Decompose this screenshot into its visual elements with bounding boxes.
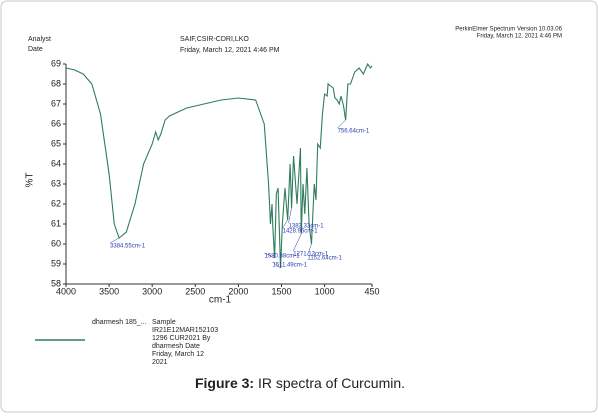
annotation-leader [307,243,312,256]
caption: Figure 3: IR spectra of Curcumin. [195,375,405,391]
annotation-leader [264,252,275,259]
legend-label: dharmesh 185_... [92,319,147,326]
annotation-leader [337,119,346,129]
x-tick-label: 450 [364,286,379,296]
caption-text: IR spectra of Curcumin. [258,375,405,391]
annotation: 1511.49cm-1 [273,263,308,269]
annotation-leader [282,219,288,229]
analyst: Analyst [28,36,51,43]
y-tick-label: 69 [51,58,61,68]
lab-date: Friday, March 12, 2021 4:46 PM [180,47,280,54]
y-tick-label: 60 [51,238,61,248]
x-tick-label: 3500 [99,286,119,296]
lab: SAIF,CSIR-CDRI,LKO [180,36,249,43]
y-tick-label: 58 [51,278,61,288]
caption-label: Figure 3: [195,375,254,391]
sample-info: 2021 [152,359,168,366]
y-tick-label: 67 [51,98,61,108]
x-tick-label: 2000 [228,286,248,296]
annotation: 3384.55cm-1 [110,244,146,250]
sample-info: IR21E12MAR152103 [152,327,218,334]
y-tick-label: 68 [51,78,61,88]
x-axis-label: cm-1 [209,295,232,306]
sample-info: Friday, March 12 [152,351,204,358]
annotation-leader [288,207,292,224]
y-tick-label: 66 [51,118,61,128]
software-date: Friday, March 12, 2021 4:46 PM [477,34,562,40]
y-axis-label: %T [25,173,36,188]
annotation-leader [109,237,120,244]
y-tick-label: 61 [51,218,61,228]
annotation: 756.64cm-1 [338,129,370,135]
annotation-leader [292,233,302,252]
y-tick-label: 62 [51,198,61,208]
y-tick-label: 65 [51,138,61,148]
y-tick-label: 59 [51,258,61,268]
date: Date [28,46,43,53]
annotation: 1152.64cm-1 [307,256,342,262]
x-tick-label: 4000 [56,286,76,296]
spectrum-line [65,62,373,269]
x-tick-label: 2500 [185,286,205,296]
y-tick-label: 64 [51,158,61,168]
software: PerkinElmer Spectrum Version 10.03.06 [455,27,562,33]
annotation: 1580.88cm-1 [265,254,301,260]
y-tick-label: 63 [51,178,61,188]
annotation-leader [272,261,281,269]
sample-info: 1296 CUR2021 By [152,335,211,342]
x-tick-label: 3000 [142,286,162,296]
annotation: 1428.96cm-1 [283,229,319,235]
sample-info: Sample [152,319,176,326]
x-tick-label: 1500 [271,286,291,296]
annotation: 1271.13cm-1 [293,252,329,258]
sample-info: dharmesh Date [152,343,200,350]
x-tick-label: 1000 [315,286,335,296]
annotation: 1383.33cm-1 [289,224,325,230]
